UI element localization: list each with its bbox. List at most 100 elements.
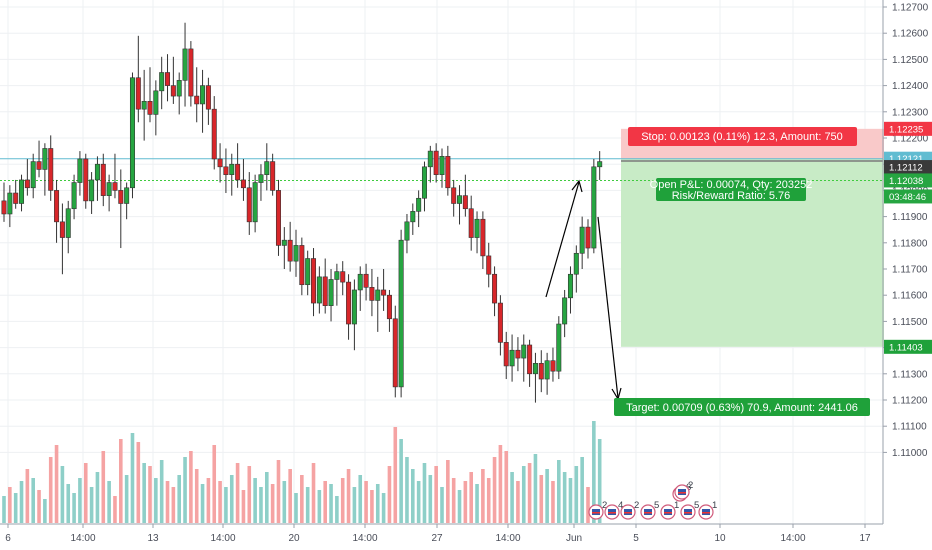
event-flag-icon[interactable]: 2 (620, 500, 639, 520)
candle-body (59, 221, 65, 238)
candle-body (65, 208, 71, 238)
candle-body (474, 218, 480, 238)
volume-bar (597, 439, 602, 523)
candle (153, 80, 159, 136)
candle-body (258, 174, 264, 183)
volume-bar (411, 469, 415, 523)
event-flag-stripe (644, 512, 652, 514)
volume-bar (89, 487, 94, 523)
volume-bar (375, 484, 380, 523)
volume-bar (13, 493, 18, 523)
candle (509, 334, 515, 382)
dotted-price-tag-bg (884, 173, 932, 188)
candle (346, 274, 352, 340)
volume-bar (60, 466, 65, 523)
candle-body (369, 287, 375, 301)
volume-bar (504, 451, 509, 523)
volume-bar (43, 499, 47, 523)
volume-bar (165, 481, 170, 523)
volume-bar (317, 490, 322, 523)
candle-body (200, 85, 206, 105)
volume-bar (311, 463, 316, 523)
open-pl-box[interactable]: Open P&L: 0.00074, Qty: 203252 Risk/Rewa… (650, 178, 813, 202)
candle-body (252, 182, 258, 223)
price-tick-label: 1.11000 (892, 448, 928, 459)
candle (550, 347, 556, 382)
event-flag-icon[interactable]: 2 (588, 500, 607, 520)
volume-bar (481, 469, 485, 523)
target-label-box[interactable]: Target: 0.00709 (0.63%) 70.9, Amount: 24… (614, 398, 870, 416)
event-flag-icon[interactable]: 2 (674, 480, 693, 500)
candle-body (433, 150, 439, 175)
candle-body (194, 95, 200, 105)
volume-bar (19, 481, 24, 523)
event-flag-icon[interactable]: 4 (604, 500, 623, 520)
event-flag-stripe (624, 512, 632, 514)
event-count: 1 (674, 500, 679, 511)
candle-body (521, 344, 527, 359)
dotted-price-tag-text: 1.12038 (889, 176, 923, 187)
price-tick-label: 1.11200 (892, 396, 928, 407)
last-price-tag: 1.12112 (884, 160, 932, 175)
event-flag-icon[interactable]: 1 (660, 500, 679, 520)
candle (416, 190, 422, 228)
time-axis[interactable]: 6 14:00 13 14:00 20 14:00 27 14:00 Jun 5 10 14:00 17 (5, 524, 871, 544)
event-flag-stripe (678, 492, 686, 494)
candle-body (217, 158, 223, 168)
candle-body (246, 187, 252, 223)
volume-bar (229, 475, 234, 523)
up-arrow-drawing[interactable] (545, 181, 580, 298)
candle (94, 156, 100, 201)
candle (457, 185, 463, 225)
event-flag-icon[interactable]: 5 (680, 500, 699, 520)
down-arrow-drawing[interactable] (597, 216, 619, 399)
stop-label-box[interactable]: Stop: 0.00123 (0.11%) 12.3, Amount: 750 (628, 127, 857, 146)
volume-bar (265, 472, 269, 523)
event-flag-stripe (592, 512, 600, 514)
volume-bar (113, 496, 117, 523)
volume-bar (399, 439, 403, 523)
candle-body (392, 318, 398, 388)
candle (77, 151, 83, 196)
candle (270, 153, 276, 196)
volume-bar (154, 478, 158, 523)
volume-bar (335, 496, 339, 523)
time-tick-label: 14:00 (70, 533, 95, 544)
volume-bar (340, 478, 345, 523)
event-count: 6 (686, 482, 691, 493)
candle (100, 153, 106, 207)
stop-price-tag: 1.12235 (884, 121, 932, 136)
candle-body (176, 80, 182, 97)
stop-price-tag-bg (884, 121, 932, 136)
candle (439, 148, 445, 188)
event-count: 5 (694, 500, 699, 511)
candle (427, 145, 433, 183)
event-flag-icon[interactable]: 5 (640, 500, 659, 520)
candle-body (94, 163, 100, 181)
candle-body (328, 279, 334, 306)
countdown-tag: 03:48:46 (884, 189, 932, 204)
volume-bar (189, 451, 193, 523)
economic-events[interactable]: 2 4 2 5 1 5 162 (588, 480, 717, 520)
event-flag-icon[interactable]: 1 (698, 500, 717, 520)
candle (54, 179, 60, 243)
candle-body (275, 190, 281, 246)
candle-body (124, 187, 130, 204)
candle-body (141, 101, 147, 110)
volume-bar (323, 481, 327, 523)
volume-bar (95, 472, 100, 523)
candle (351, 279, 357, 351)
price-tick-label: 1.11600 (892, 291, 928, 302)
price-tick-label: 1.12500 (892, 55, 929, 66)
candle-body (410, 211, 416, 223)
candle (562, 289, 568, 338)
price-tick-label: 1.11100 (892, 422, 927, 433)
candle-body (205, 85, 211, 110)
event-flag-stripe (608, 512, 616, 514)
volume-bar (521, 466, 526, 523)
volume-bar (177, 475, 181, 523)
volume-bar (492, 457, 497, 523)
price-tick-label: 1.12700 (892, 3, 929, 14)
volume-bar (107, 481, 111, 523)
